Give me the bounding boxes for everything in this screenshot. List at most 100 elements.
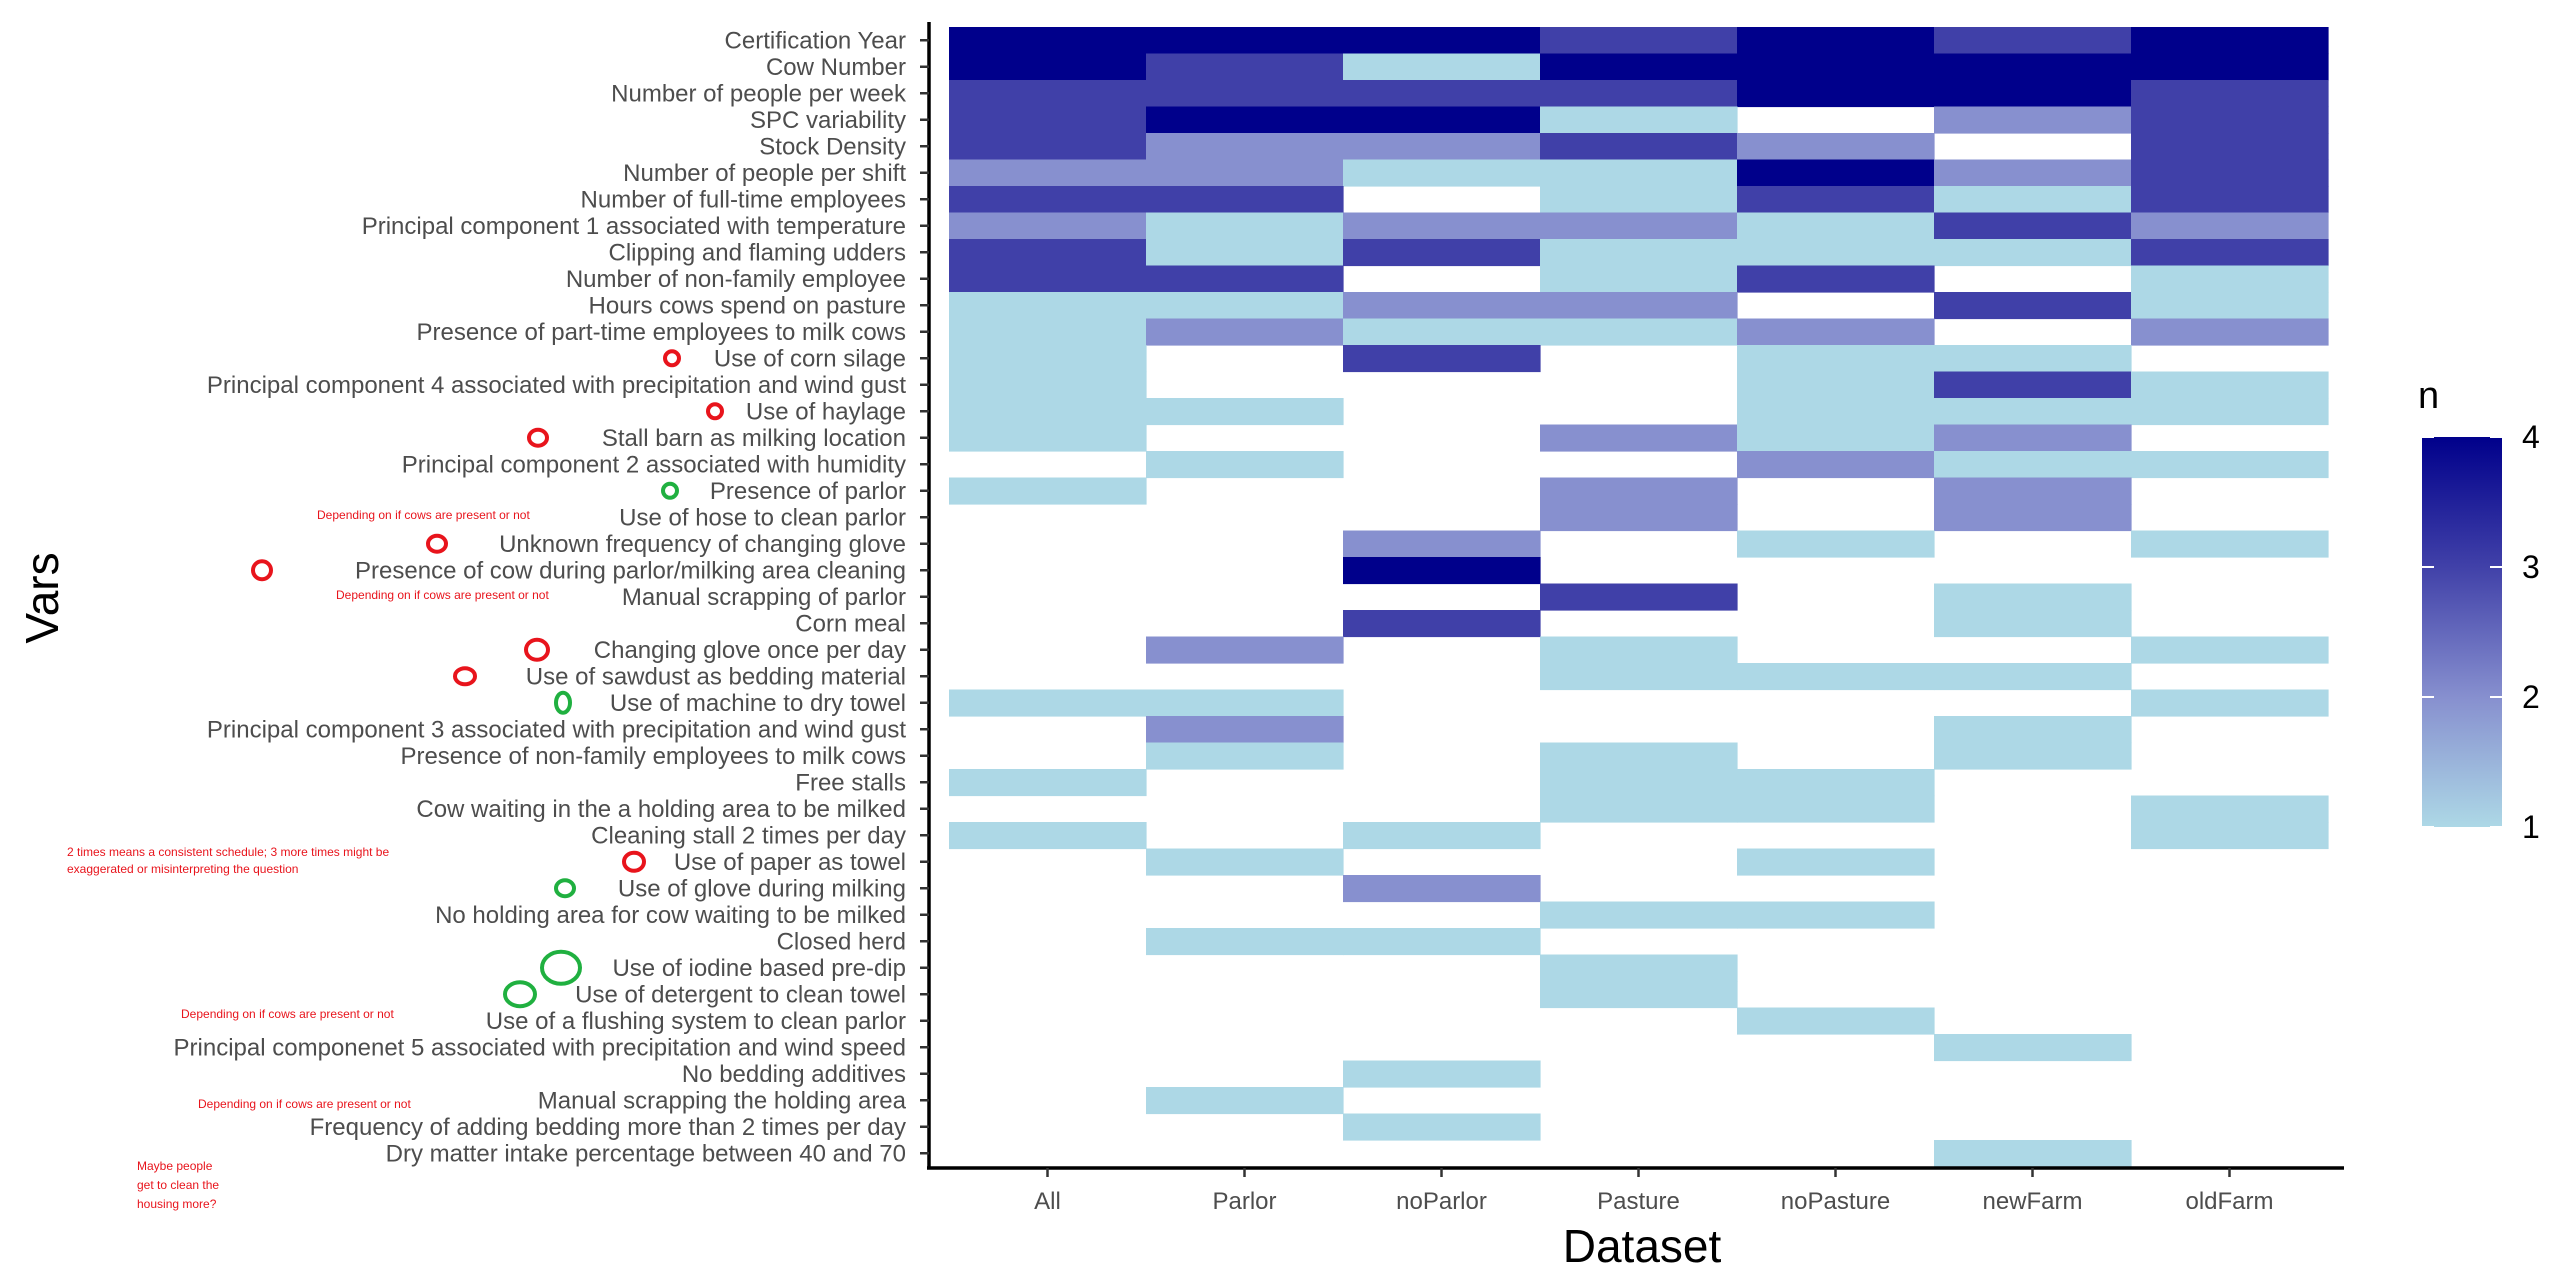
heatmap-cell <box>2131 318 2329 346</box>
x-axis-title: Dataset <box>1563 1220 1722 1272</box>
y-tick-label: No holding area for cow waiting to be mi… <box>435 902 906 929</box>
annotation-circle <box>706 402 724 421</box>
heatmap-cell <box>1737 398 1935 426</box>
heatmap-cell <box>1737 371 1935 399</box>
heatmap-cell <box>1540 954 1738 982</box>
heatmap-cell <box>1146 689 1344 717</box>
annotation-note: housing more? <box>137 1197 217 1211</box>
heatmap-cell <box>1343 159 1541 187</box>
legend-tick-label: 3 <box>2522 549 2540 585</box>
heatmap-cell <box>1540 53 1738 81</box>
annotation-note: Depending on if cows are present or not <box>198 1097 411 1111</box>
heatmap-cell <box>2131 398 2329 426</box>
heatmap-cell <box>1343 318 1541 346</box>
annotation-circle <box>527 427 549 448</box>
heatmap-cell <box>1146 159 1344 187</box>
heatmap-cell <box>949 477 1147 505</box>
heatmap-cell <box>1146 928 1344 956</box>
heatmap-cell <box>1934 398 2132 426</box>
heatmap-cell <box>2131 27 2329 55</box>
heatmap-cell <box>2131 186 2329 214</box>
y-tick-label: Principal component 2 associated with hu… <box>402 451 906 478</box>
heatmap-cell <box>1146 239 1344 267</box>
heatmap-cell <box>1343 106 1541 134</box>
y-tick-label: Principal componenet 5 associated with p… <box>174 1034 906 1061</box>
heatmap-cell <box>1934 239 2132 267</box>
heatmap-cell <box>1343 80 1541 108</box>
heatmap-cell <box>1343 292 1541 320</box>
y-tick-label: Unknown frequency of changing glove <box>499 531 906 558</box>
heatmap-cell <box>1343 557 1541 585</box>
heatmap-cell <box>2131 106 2329 134</box>
annotation-circle <box>661 481 679 500</box>
heatmap-cell <box>1146 742 1344 770</box>
heatmap-cell <box>1934 583 2132 611</box>
heatmap-cell <box>949 106 1147 134</box>
heatmap-cell <box>1540 133 1738 161</box>
heatmap-cell <box>1934 371 2132 399</box>
heatmap-cell <box>1146 27 1344 55</box>
annotation-circle <box>251 559 273 582</box>
heatmap-cell <box>1540 239 1738 267</box>
heatmap-cell <box>2131 822 2329 850</box>
y-tick-label: Presence of part-time employees to milk … <box>416 319 906 346</box>
heatmap-cell <box>1146 80 1344 108</box>
y-tick-label: Closed herd <box>777 928 906 955</box>
y-tick-label: Use of detergent to clean towel <box>575 981 906 1008</box>
legend-title: n <box>2418 375 2439 417</box>
heatmap-cell <box>1934 106 2132 134</box>
annotation-note: Depending on if cows are present or not <box>336 588 549 602</box>
y-tick-label: Use of iodine based pre-dip <box>612 955 906 982</box>
y-tick-label: Use of haylage <box>746 398 906 425</box>
heatmap-cell <box>949 133 1147 161</box>
heatmap-cell <box>1737 530 1935 558</box>
heatmap-cell <box>1737 53 1935 81</box>
heatmap-cell <box>1343 239 1541 267</box>
heatmap-cell <box>1146 53 1344 81</box>
heatmap-cell <box>1934 610 2132 638</box>
heatmap-cell <box>1540 186 1738 214</box>
heatmap-cell <box>1146 106 1344 134</box>
heatmap-cell <box>1343 53 1541 81</box>
heatmap-cell <box>1737 795 1935 823</box>
heatmap-cell <box>949 186 1147 214</box>
heatmap-cell <box>1934 186 2132 214</box>
heatmap-cell <box>1540 663 1738 691</box>
annotation-circle <box>453 666 477 687</box>
y-axis-title: Vars <box>16 552 68 643</box>
heatmap-cell <box>1540 424 1738 452</box>
heatmap-cell <box>1343 345 1541 373</box>
legend-ticks: 1 2 3 4 <box>2422 419 2540 845</box>
heatmap-cell <box>949 424 1147 452</box>
heatmap-cell <box>1934 80 2132 108</box>
annotation-circle <box>622 850 646 873</box>
legend-colorbar <box>2422 437 2502 827</box>
y-tick-label: Number of non-family employee <box>566 266 906 293</box>
heatmap-cell <box>1146 636 1344 664</box>
heatmap-cell <box>1146 265 1344 293</box>
y-tick-label: Certification Year <box>725 27 906 54</box>
heatmap-cell <box>2131 80 2329 108</box>
x-tick-label: Parlor <box>1212 1188 1276 1215</box>
heatmap-cell <box>1343 610 1541 638</box>
x-tick-label: noParlor <box>1396 1188 1487 1215</box>
y-tick-label: Hours cows spend on pasture <box>588 292 906 319</box>
y-tick-label: Use of sawdust as bedding material <box>526 663 906 690</box>
annotation-circle <box>663 349 681 368</box>
y-tick-label: Use of glove during milking <box>618 875 906 902</box>
x-tick-label: noPasture <box>1781 1188 1890 1215</box>
heatmap-cell <box>949 769 1147 797</box>
heatmap-cell <box>949 371 1147 399</box>
y-tick-label: Use of machine to dry towel <box>610 690 906 717</box>
heatmap-cell <box>1540 477 1738 505</box>
heatmap-cells <box>949 27 2329 1168</box>
heatmap-cell <box>1146 451 1344 479</box>
heatmap-cell <box>1343 822 1541 850</box>
annotation-note: get to clean the <box>137 1178 219 1192</box>
y-tick-label: Use of corn silage <box>714 345 906 372</box>
y-tick-label: Presence of non-family employees to milk… <box>400 743 906 770</box>
y-tick-label: Presence of cow during parlor/milking ar… <box>355 557 906 584</box>
y-tick-label: Manual scrapping the holding area <box>538 1087 907 1114</box>
y-tick-label: Principal component 3 associated with pr… <box>207 716 906 743</box>
